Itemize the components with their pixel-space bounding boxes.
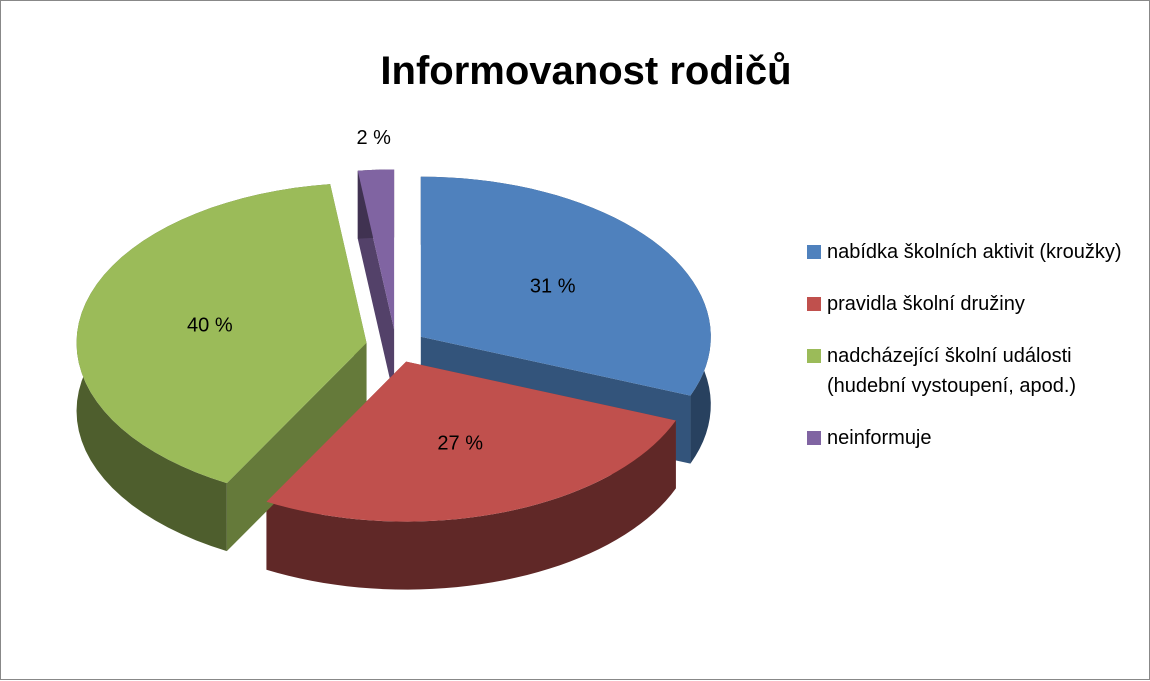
data-label: 27 % [437,433,483,455]
legend-label: nabídka školních aktivit (kroužky) [827,241,1122,263]
slice [357,169,395,330]
legend-swatch [807,245,821,259]
slice-rim [266,420,676,590]
legend-item: neinformuje [807,423,1142,453]
legend: nabídka školních aktivit (kroužky) pravid… [807,237,1142,475]
slice-wall [226,342,367,552]
chart-title: Informovanost rodičů [380,49,791,93]
legend-label: nadcházející školní události (hudební vy… [827,345,1077,397]
data-label: 31 % [530,276,576,298]
legend-label: pravidla školní družiny [827,293,1025,315]
slice [420,176,711,396]
legend-item: nadcházející školní události (hudební vy… [807,341,1142,401]
legend-item: pravidla školní družiny [807,289,1142,319]
legend-swatch [807,297,821,311]
data-label: 2 % [356,127,391,149]
legend-swatch [807,431,821,445]
slice [266,361,676,522]
legend-item: nabídka školních aktivit (kroužky) [807,237,1142,267]
data-label: 40 % [187,315,233,337]
slice [76,184,367,484]
legend-label: neinformuje [827,427,932,449]
pie-tops [76,169,711,522]
legend-swatch [807,349,821,363]
